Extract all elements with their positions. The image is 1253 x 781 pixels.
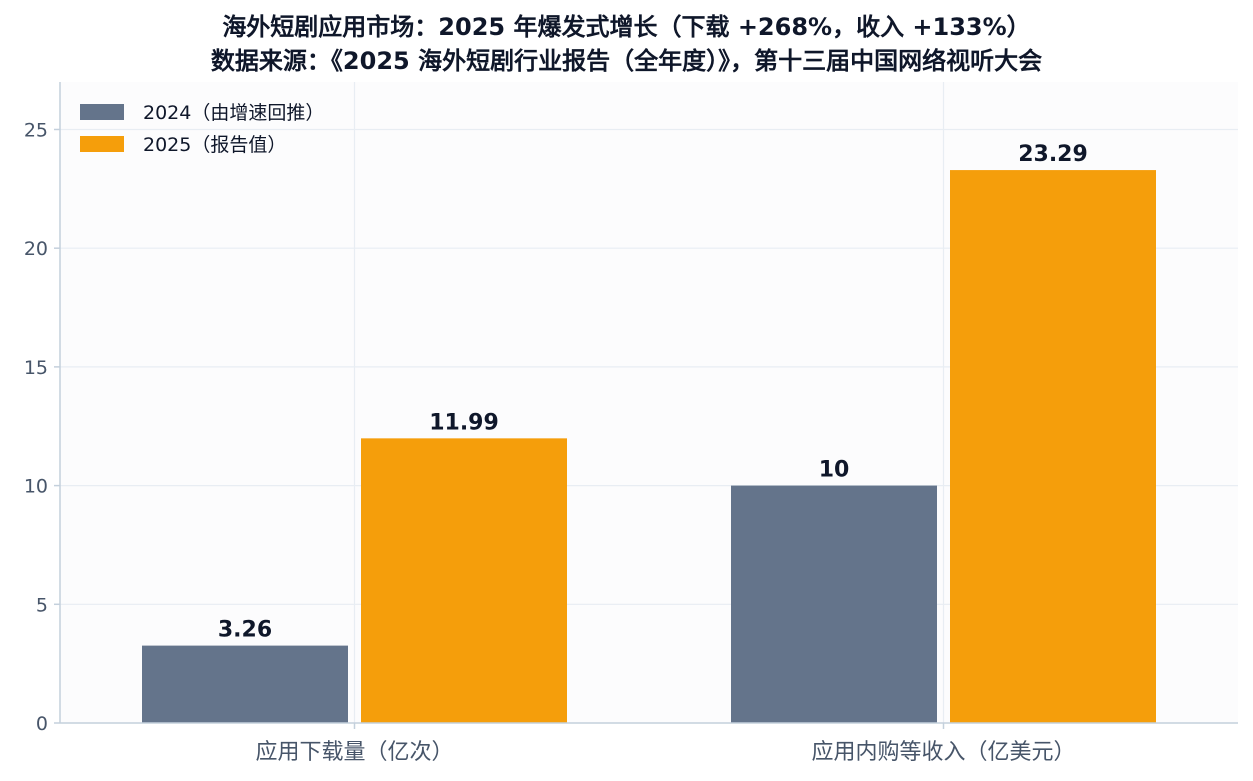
chart-title: 海外短剧应用市场：2025 年爆发式增长（下载 +268%，收入 +133%） — [222, 13, 1031, 41]
y-tick-label: 0 — [36, 713, 48, 735]
y-tick-label: 10 — [24, 476, 48, 498]
data-label: 11.99 — [429, 410, 499, 435]
data-label: 23.29 — [1018, 142, 1088, 167]
bar — [142, 645, 348, 723]
bar — [950, 170, 1156, 724]
legend-swatch — [80, 136, 124, 152]
x-tick-label: 应用内购等收入（亿美元） — [811, 740, 1075, 765]
bar — [361, 438, 567, 723]
legend-label: 2024（由增速回推） — [143, 102, 324, 124]
legend-swatch — [80, 104, 124, 120]
chart-subtitle: 数据来源：《2025 海外短剧行业报告（全年度）》，第十三届中国网络视听大会 — [210, 47, 1043, 75]
y-tick-label: 15 — [24, 357, 48, 379]
y-tick-label: 5 — [36, 594, 48, 616]
y-tick-label: 25 — [24, 119, 48, 141]
y-tick-label: 20 — [24, 238, 48, 260]
bar — [731, 485, 937, 723]
data-label: 10 — [819, 458, 850, 483]
x-tick-label: 应用下载量（亿次） — [255, 740, 453, 765]
data-label: 3.26 — [218, 618, 272, 643]
legend-label: 2025（报告值） — [143, 134, 286, 156]
